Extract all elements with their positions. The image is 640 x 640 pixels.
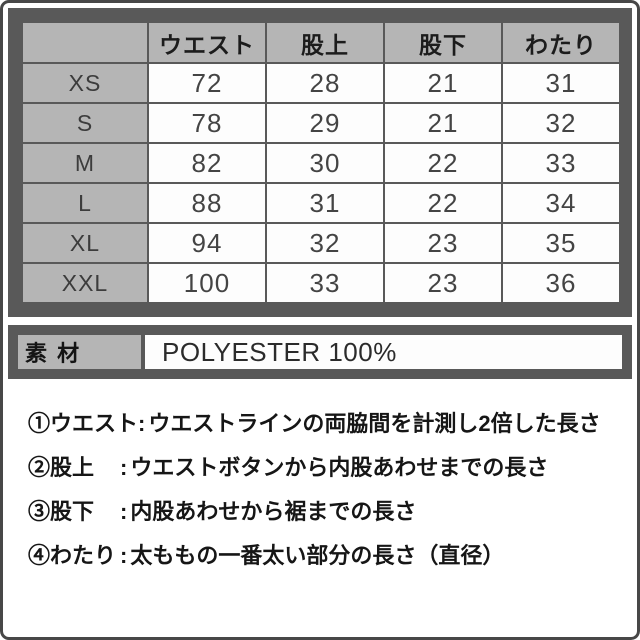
size-label-xs: XS [21, 62, 149, 104]
column-header-inseam: 股下 [383, 21, 503, 64]
cell-l-thigh: 34 [501, 182, 621, 224]
material-value: POLYESTER 100% [145, 335, 622, 369]
table-header-row: ウエスト 股上 股下 わたり [21, 21, 621, 64]
material-box: 素 材 POLYESTER 100% [8, 325, 632, 379]
note-inseam-label: ③股下 [28, 499, 95, 524]
cell-m-rise: 30 [265, 142, 385, 184]
table-row-xxl: XXL 100 33 23 36 [21, 262, 621, 304]
cell-xxl-waist: 100 [147, 262, 267, 304]
material-label: 素 材 [18, 335, 145, 369]
cell-xs-thigh: 31 [501, 62, 621, 104]
size-table-frame: ウエスト 股上 股下 わたり XS 72 28 21 31 S 78 29 21 [8, 8, 632, 317]
header-empty-cell [21, 21, 149, 64]
cell-xl-thigh: 35 [501, 222, 621, 264]
note-rise-text: ウエストボタンから内股あわせまでの長さ [130, 455, 549, 480]
measurement-notes: ①ウエスト: ウエストラインの両脇間を計測し2倍した長さ ②股上: ウエストボタンか… [3, 379, 637, 637]
note-thigh-label: ④わたり [28, 543, 117, 568]
table-row-s: S 78 29 21 32 [21, 102, 621, 144]
note-waist-text: ウエストラインの両脇間を計測し2倍した長さ [148, 411, 601, 436]
cell-xxl-rise: 33 [265, 262, 385, 304]
note-thigh: ④わたり: 太ももの一番太い部分の長さ（直径） [28, 543, 627, 568]
note-waist: ①ウエスト: ウエストラインの両脇間を計測し2倍した長さ [28, 411, 627, 436]
size-label-xxl: XXL [21, 262, 149, 304]
note-thigh-text: 太ももの一番太い部分の長さ（直径） [130, 543, 505, 568]
cell-s-rise: 29 [265, 102, 385, 144]
size-label-m: M [21, 142, 149, 184]
note-inseam: ③股下: 内股あわせから裾までの長さ [28, 499, 627, 524]
cell-s-thigh: 32 [501, 102, 621, 144]
cell-xs-waist: 72 [147, 62, 267, 104]
note-waist-label: ①ウエスト [28, 411, 139, 436]
cell-m-thigh: 33 [501, 142, 621, 184]
size-label-s: S [21, 102, 149, 144]
size-table: ウエスト 股上 股下 わたり XS 72 28 21 31 S 78 29 21 [21, 21, 621, 304]
cell-xxl-thigh: 36 [501, 262, 621, 304]
note-colon: : [120, 455, 128, 480]
table-row-l: L 88 31 22 34 [21, 182, 621, 224]
cell-l-waist: 88 [147, 182, 267, 224]
note-colon: : [120, 543, 128, 568]
note-inseam-text: 内股あわせから裾までの長さ [130, 499, 417, 524]
size-label-l: L [21, 182, 149, 224]
cell-xl-inseam: 23 [383, 222, 503, 264]
cell-xl-waist: 94 [147, 222, 267, 264]
size-label-xl: XL [21, 222, 149, 264]
column-header-thigh: わたり [501, 21, 621, 64]
note-colon: : [120, 499, 128, 524]
cell-xxl-inseam: 23 [383, 262, 503, 304]
table-row-xs: XS 72 28 21 31 [21, 62, 621, 104]
cell-s-waist: 78 [147, 102, 267, 144]
cell-xs-rise: 28 [265, 62, 385, 104]
note-rise-label: ②股上 [28, 455, 95, 480]
cell-l-inseam: 22 [383, 182, 503, 224]
cell-xl-rise: 32 [265, 222, 385, 264]
cell-m-waist: 82 [147, 142, 267, 184]
column-header-rise: 股上 [265, 21, 385, 64]
note-colon: : [138, 411, 146, 436]
cell-m-inseam: 22 [383, 142, 503, 184]
cell-s-inseam: 21 [383, 102, 503, 144]
cell-l-rise: 31 [265, 182, 385, 224]
note-rise: ②股上: ウエストボタンから内股あわせまでの長さ [28, 455, 627, 480]
table-row-xl: XL 94 32 23 35 [21, 222, 621, 264]
column-header-waist: ウエスト [147, 21, 267, 64]
table-row-m: M 82 30 22 33 [21, 142, 621, 184]
cell-xs-inseam: 21 [383, 62, 503, 104]
